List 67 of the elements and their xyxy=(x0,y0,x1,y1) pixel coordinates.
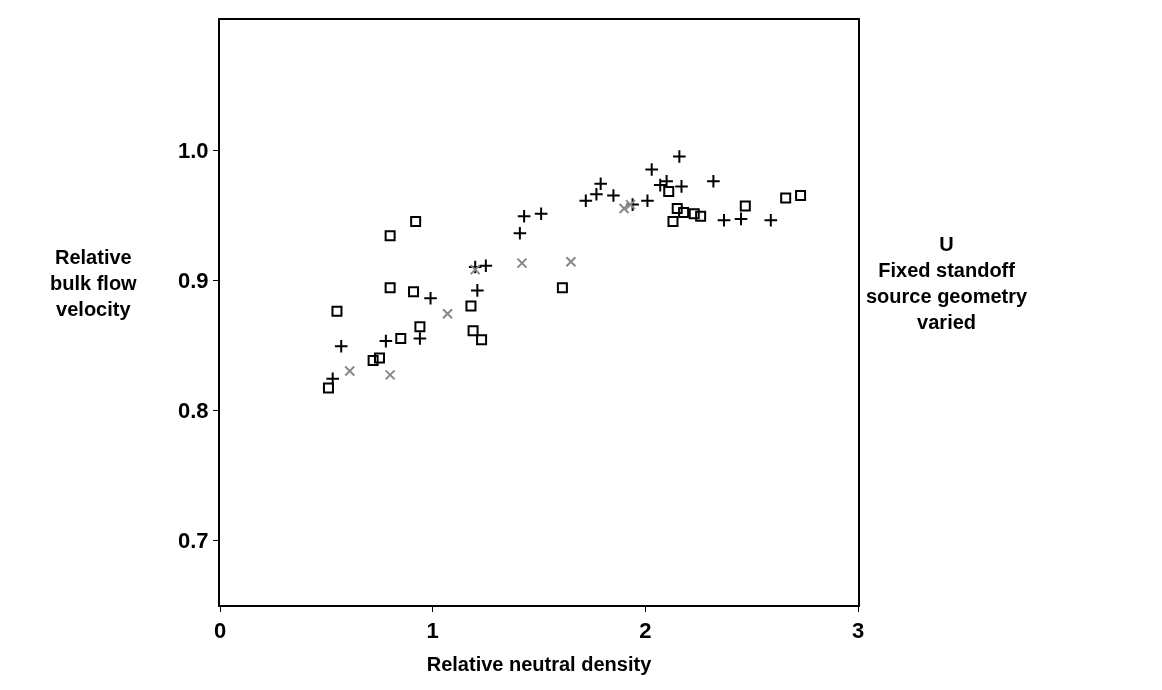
point xyxy=(763,212,779,228)
point xyxy=(667,216,679,227)
point xyxy=(652,177,668,193)
point xyxy=(671,203,683,214)
point xyxy=(533,206,549,221)
point xyxy=(624,199,636,211)
point xyxy=(674,179,689,194)
point xyxy=(695,210,707,222)
point xyxy=(325,371,341,387)
point xyxy=(644,162,660,177)
point xyxy=(716,212,732,228)
point xyxy=(408,286,420,298)
point xyxy=(640,193,655,208)
y-tick-label: 0.9 xyxy=(178,267,209,293)
point xyxy=(469,264,481,276)
point xyxy=(606,188,621,203)
y-tick-label: 0.8 xyxy=(178,397,209,423)
y-tick-label: 0.7 xyxy=(178,527,209,553)
point xyxy=(688,208,700,220)
x-tick-label: 1 xyxy=(426,618,439,644)
text: U Fixed standoff source geometry varied xyxy=(866,233,1029,333)
point xyxy=(442,308,454,320)
point xyxy=(384,282,396,294)
point xyxy=(384,369,396,381)
point xyxy=(367,355,379,367)
x-axis-title: Relative neutral density xyxy=(426,653,653,676)
point xyxy=(625,197,640,212)
point xyxy=(467,325,479,337)
y-tick-label: 1.0 xyxy=(178,137,209,163)
point xyxy=(478,258,494,273)
x-tick-label: 3 xyxy=(851,618,865,644)
point xyxy=(412,331,428,346)
point xyxy=(378,333,394,349)
point xyxy=(516,257,528,269)
point xyxy=(512,225,528,241)
point xyxy=(663,186,675,198)
point xyxy=(395,333,407,344)
point xyxy=(331,305,343,317)
point xyxy=(414,321,426,333)
point xyxy=(384,230,396,242)
point xyxy=(733,211,749,227)
point xyxy=(423,290,438,306)
point xyxy=(470,283,485,298)
point xyxy=(556,282,568,294)
point xyxy=(739,200,751,212)
point xyxy=(706,173,721,189)
point xyxy=(618,203,630,214)
point xyxy=(467,259,483,275)
point xyxy=(593,176,608,192)
point xyxy=(374,352,385,364)
point xyxy=(410,216,422,227)
point xyxy=(322,382,334,394)
point xyxy=(565,256,577,268)
point xyxy=(780,192,792,204)
x-tick-label: 0 xyxy=(213,618,227,644)
point xyxy=(678,206,690,218)
point xyxy=(516,209,532,224)
point xyxy=(465,300,477,312)
point xyxy=(344,365,356,377)
x-tick-label: 2 xyxy=(639,618,652,644)
point xyxy=(589,186,604,202)
point xyxy=(672,149,687,164)
point xyxy=(476,334,488,346)
y-axis-title: Relative bulk flow velocity xyxy=(50,246,138,320)
point xyxy=(795,190,807,201)
point xyxy=(578,193,594,208)
point xyxy=(333,339,349,354)
